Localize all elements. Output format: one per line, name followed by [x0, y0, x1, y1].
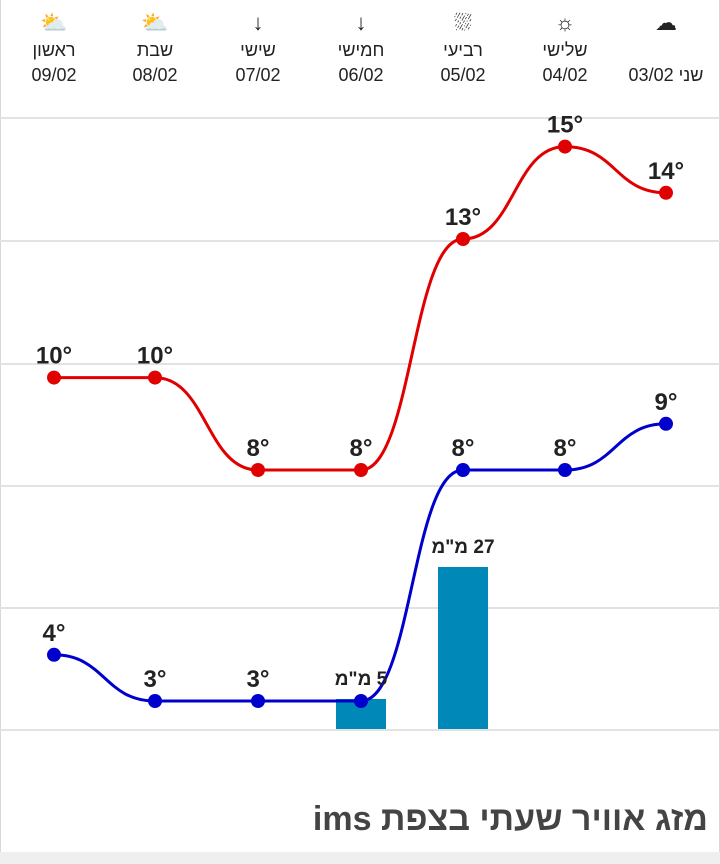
max-temp-point	[47, 370, 61, 385]
day-column[interactable]: ☁ 03/02 שני	[616, 8, 716, 88]
max-temp-point	[251, 463, 265, 477]
min-temp-label: 8°	[452, 435, 475, 462]
cloudy-icon: ☁	[655, 10, 677, 35]
min-temp-point	[558, 463, 572, 477]
min-temp-point	[456, 463, 470, 477]
sun-icon: ☼	[554, 10, 576, 35]
max-temp-label: 15°	[547, 112, 583, 139]
day-label: 03/02 שני	[628, 65, 704, 85]
max-temp-label: 8°	[247, 435, 270, 462]
max-temp-label: 8°	[350, 435, 373, 462]
day-name: שבת	[136, 40, 174, 60]
min-temp-point	[47, 647, 61, 662]
arrow-down-icon: ↓	[355, 10, 367, 35]
day-date: 09/02	[31, 65, 77, 85]
arrow-down-icon: ↓	[252, 10, 264, 35]
max-temp-label: 10°	[137, 343, 173, 370]
min-temp-point	[659, 416, 673, 431]
partly-cloudy-icon: ⛅	[141, 10, 169, 35]
rain-label: 5 מ"מ	[335, 669, 388, 690]
max-temp-label: 13°	[445, 204, 481, 231]
min-temp-label: 8°	[554, 435, 577, 462]
max-temp-point	[558, 139, 572, 154]
day-column[interactable]: ☼ שלישי 04/02	[515, 8, 615, 88]
day-column[interactable]: ↓ חמישי 06/02	[311, 8, 411, 88]
max-temp-point	[354, 463, 368, 477]
max-temp-label: 10°	[36, 343, 72, 370]
day-name: רביעי	[443, 40, 483, 60]
day-date: 06/02	[338, 65, 384, 85]
day-column[interactable]: ⛅ שבת 08/02	[105, 8, 205, 88]
day-name: שלישי	[542, 40, 588, 60]
rain-label: 27 מ"מ	[431, 537, 494, 558]
min-temp-label: 4°	[43, 620, 66, 647]
partly-cloudy-icon: ⛅	[40, 10, 68, 35]
day-date: 04/02	[542, 65, 588, 85]
day-column[interactable]: ↓ שישי 07/02	[208, 8, 308, 88]
day-name: חמישי	[337, 40, 385, 60]
day-name: שישי	[240, 40, 276, 60]
day-date: 05/02	[440, 65, 486, 85]
day-column[interactable]: ⛅ ראשון 09/02	[4, 8, 104, 88]
max-temp-line	[54, 145, 667, 472]
temperature-chart: 14° 15° 13° 8° 8° 10° 10° 9° 8° 8° 3° 3° 4° 27 מ"מ 5 מ…	[0, 112, 720, 731]
max-temp-label: 14°	[648, 158, 684, 185]
min-temp-label: 3°	[247, 666, 270, 693]
max-temp-point	[148, 370, 162, 385]
rain-icon: ⛆	[454, 10, 472, 35]
max-temp-point	[659, 185, 673, 200]
min-temp-point	[354, 694, 368, 708]
min-temp-point	[251, 694, 265, 708]
min-temp-label: 3°	[144, 666, 167, 693]
min-temp-label: 9°	[655, 389, 678, 416]
page-title: מזג אוויר שעתי בצפת ims	[312, 800, 708, 838]
min-temp-point	[148, 694, 162, 708]
bottom-strip	[0, 852, 720, 864]
rain-bar	[438, 567, 488, 729]
max-temp-point	[456, 232, 470, 246]
day-name: ראשון	[32, 40, 76, 60]
day-date: 08/02	[132, 65, 178, 85]
day-date: 07/02	[235, 65, 281, 85]
day-column[interactable]: ⛆ רביעי 05/02	[413, 8, 513, 88]
